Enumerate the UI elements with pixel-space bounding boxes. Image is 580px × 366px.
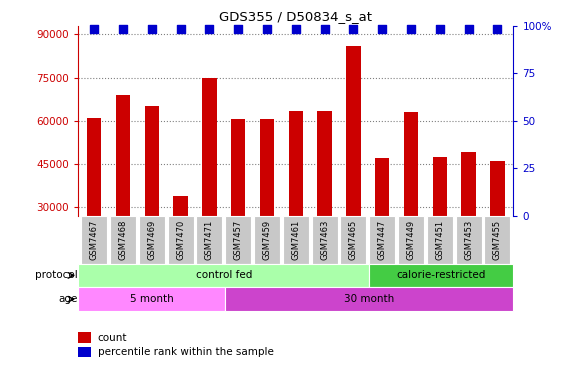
Bar [490, 161, 505, 294]
Text: 30 month: 30 month [344, 294, 394, 304]
Point [378, 26, 387, 32]
Bar [231, 119, 245, 294]
Bar [202, 78, 216, 294]
Text: GSM7459: GSM7459 [263, 220, 271, 260]
Text: GSM7469: GSM7469 [147, 220, 156, 260]
Point [147, 26, 157, 32]
Text: GSM7451: GSM7451 [436, 220, 444, 260]
Text: GSM7470: GSM7470 [176, 220, 185, 260]
Bar [398, 216, 424, 264]
Bar [427, 216, 453, 264]
Title: GDS355 / D50834_s_at: GDS355 / D50834_s_at [219, 10, 372, 23]
Bar [369, 264, 513, 287]
Bar [340, 216, 367, 264]
Point [234, 26, 243, 32]
Point [89, 26, 99, 32]
Text: GSM7461: GSM7461 [291, 220, 300, 260]
Bar [78, 287, 225, 311]
Text: count: count [98, 333, 128, 343]
Text: GSM7471: GSM7471 [205, 220, 214, 260]
Bar [404, 112, 418, 294]
Bar [110, 216, 136, 264]
Point [464, 26, 473, 32]
Text: control fed: control fed [195, 270, 252, 280]
Bar [78, 347, 92, 357]
Point [291, 26, 300, 32]
Bar [433, 157, 447, 294]
Text: GSM7457: GSM7457 [234, 220, 242, 260]
Bar [87, 118, 102, 294]
Text: GSM7453: GSM7453 [464, 220, 473, 260]
Text: calorie-restricted: calorie-restricted [397, 270, 486, 280]
Point [118, 26, 128, 32]
Point [320, 26, 329, 32]
Bar [78, 264, 369, 287]
Bar [139, 216, 165, 264]
Text: GSM7467: GSM7467 [90, 220, 99, 260]
Point [407, 26, 416, 32]
Bar [260, 119, 274, 294]
Text: age: age [59, 294, 78, 304]
Text: 5 month: 5 month [130, 294, 173, 304]
Point [176, 26, 185, 32]
Text: protocol: protocol [35, 270, 78, 280]
Bar [254, 216, 280, 264]
Bar [283, 216, 309, 264]
Bar [225, 216, 251, 264]
Point [205, 26, 214, 32]
Bar [375, 158, 389, 294]
Bar [462, 153, 476, 294]
Text: GSM7463: GSM7463 [320, 220, 329, 260]
Bar [289, 111, 303, 294]
Bar [225, 287, 513, 311]
Bar [317, 111, 332, 294]
Bar [78, 332, 92, 343]
Bar [346, 46, 361, 294]
Bar [168, 216, 194, 264]
Text: GSM7468: GSM7468 [118, 220, 128, 260]
Bar [144, 107, 159, 294]
Bar [116, 95, 130, 294]
Bar [173, 196, 188, 294]
Bar [484, 216, 510, 264]
Bar [369, 216, 395, 264]
Text: GSM7465: GSM7465 [349, 220, 358, 260]
Point [493, 26, 502, 32]
Bar [311, 216, 338, 264]
Text: GSM7455: GSM7455 [493, 220, 502, 260]
Point [349, 26, 358, 32]
Text: percentile rank within the sample: percentile rank within the sample [98, 347, 274, 357]
Text: GSM7449: GSM7449 [407, 220, 415, 260]
Point [262, 26, 271, 32]
Bar [456, 216, 481, 264]
Bar [81, 216, 107, 264]
Point [435, 26, 444, 32]
Bar [197, 216, 222, 264]
Text: GSM7447: GSM7447 [378, 220, 387, 260]
